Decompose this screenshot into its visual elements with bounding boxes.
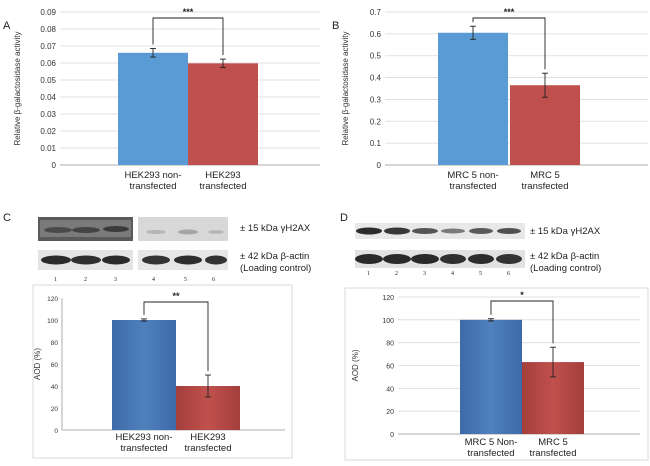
blot-image-c-actin	[38, 250, 228, 270]
x-category-label-b: MRC 5	[530, 170, 560, 181]
lane-number: 2	[84, 277, 87, 283]
panel-letter-c: C	[3, 212, 11, 224]
y-tick-label-b: 0.5	[370, 52, 382, 61]
lane-number: 1	[367, 271, 370, 277]
blot-label-d-actin: ± 42 kDa β-actin (Loading control)	[530, 251, 602, 274]
y-axis-label-a: Relative β-galactosidase activity	[13, 32, 22, 146]
significance-bracket-c	[143, 301, 209, 371]
lane-number: 3	[423, 271, 426, 277]
y-tick-label-c: 60	[51, 362, 59, 369]
y-tick-label-b: 0.7	[370, 8, 382, 17]
panel-letter-d: D	[340, 212, 348, 224]
y-tick-label-d: 0	[390, 432, 394, 439]
bar-b-2	[510, 85, 580, 165]
y-tick-label-d: 20	[386, 409, 394, 416]
western-blot-d-actin	[355, 250, 525, 268]
y-tick-label-a: 0.07	[40, 42, 56, 51]
x-category-label-d: transfected	[468, 448, 515, 459]
y-tick-label-a: 0.02	[40, 127, 56, 136]
y-tick-label-b: 0.6	[370, 30, 382, 39]
y-tick-label-c: 0	[54, 428, 58, 435]
panel-letter-a: A	[3, 20, 11, 32]
bar-a-2	[188, 63, 258, 166]
x-category-label-a: HEK293 non-	[124, 170, 181, 181]
panel-letter-b: B	[332, 20, 340, 32]
x-category-label-b: transfected	[522, 181, 569, 192]
significance-marker-c: **	[172, 291, 180, 301]
lane-number: 4	[451, 271, 454, 277]
y-tick-label-c: 40	[51, 384, 59, 391]
x-category-label-c: HEK293 non-	[115, 432, 172, 443]
y-axis-label-b: Relative β-galactosidase activity	[341, 32, 350, 146]
y-tick-label-d: 60	[386, 364, 394, 371]
y-axis-label-d: AOD (%)	[351, 349, 360, 381]
y-tick-label-c: 100	[47, 318, 58, 325]
lane-number: 3	[114, 277, 117, 283]
lane-number: 6	[507, 271, 510, 277]
blot-label-d-h2ax: ± 15 kDa γH2AX	[530, 226, 601, 237]
x-category-label-d: MRC 5 Non-	[465, 437, 518, 448]
y-tick-label-d: 120	[382, 295, 394, 302]
blot-image-c-h2ax	[38, 217, 228, 241]
lane-numbers-c: 1 2 3 4 5 6	[38, 277, 228, 286]
y-tick-label-b: 0.3	[370, 95, 382, 104]
y-tick-label-a: 0.03	[40, 110, 56, 119]
x-category-label-b: MRC 5 non-	[447, 170, 498, 181]
y-tick-label-b: 0.4	[370, 74, 382, 83]
significance-bracket-b	[472, 17, 546, 70]
bar-b-1	[438, 32, 508, 166]
significance-marker-d: *	[520, 290, 524, 300]
lane-number: 2	[395, 271, 398, 277]
lane-number: 1	[54, 277, 57, 283]
x-category-label-d: transfected	[530, 448, 577, 459]
western-blot-c-h2ax	[38, 217, 228, 241]
bar-a-1	[118, 52, 188, 165]
y-tick-label-a: 0	[52, 161, 57, 170]
chart-frame-d	[344, 287, 649, 461]
lane-number: 4	[152, 277, 155, 283]
lane-number: 6	[212, 277, 215, 283]
blot-image-d-actin	[355, 250, 525, 268]
significance-marker-b: ***	[504, 7, 515, 17]
y-tick-label-d: 40	[386, 386, 394, 393]
x-category-label-a: HEK293	[205, 170, 240, 181]
blot-label-c-actin: ± 42 kDa β-actin (Loading control)	[240, 251, 312, 274]
lane-numbers-d: 1 2 3 4 5 6	[355, 271, 525, 280]
x-category-label-d: MRC 5	[538, 437, 568, 448]
y-tick-label-c: 80	[51, 340, 59, 347]
y-tick-label-c: 120	[47, 296, 58, 303]
y-tick-label-a: 0.05	[40, 76, 56, 85]
y-axis-label-c: AOD (%)	[33, 348, 42, 380]
y-tick-label-b: 0.2	[370, 117, 382, 126]
x-category-label-b: transfected	[450, 181, 497, 192]
lane-number: 5	[184, 277, 187, 283]
bar-c-1	[112, 320, 176, 430]
x-category-label-c: transfected	[121, 443, 168, 454]
y-tick-label-b: 0	[377, 161, 382, 170]
chart-frame-c	[32, 284, 293, 459]
y-tick-label-c: 20	[51, 406, 59, 413]
x-category-label-a: transfected	[130, 181, 177, 192]
y-tick-label-a: 0.08	[40, 25, 56, 34]
western-blot-c-actin	[38, 250, 228, 270]
blot-image-d-h2ax	[355, 223, 525, 239]
y-tick-label-d: 80	[386, 341, 394, 348]
lane-number: 5	[479, 271, 482, 277]
y-tick-label-a: 0.06	[40, 59, 56, 68]
x-category-label-c: transfected	[185, 443, 232, 454]
bar-d-1	[460, 319, 522, 434]
y-tick-label-a: 0.04	[40, 93, 56, 102]
significance-bracket-a	[152, 17, 224, 56]
x-category-label-c: HEK293	[190, 432, 225, 443]
significance-bracket-d	[490, 300, 554, 344]
x-category-label-a: transfected	[200, 181, 247, 192]
y-tick-label-a: 0.01	[40, 144, 56, 153]
western-blot-d-h2ax	[355, 223, 525, 239]
blot-label-c-h2ax: ± 15 kDa γH2AX	[240, 223, 311, 234]
y-tick-label-b: 0.1	[370, 139, 382, 148]
y-tick-label-d: 100	[382, 318, 394, 325]
significance-marker-a: ***	[183, 7, 194, 17]
y-tick-label-a: 0.09	[40, 8, 56, 17]
